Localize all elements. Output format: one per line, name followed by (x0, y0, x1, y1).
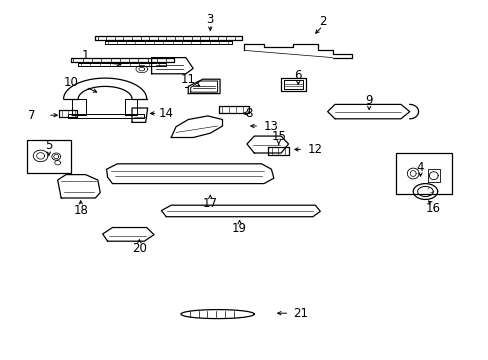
Text: 17: 17 (203, 197, 217, 210)
Text: 2: 2 (318, 15, 326, 28)
Text: 11: 11 (181, 73, 195, 86)
Bar (395, 153, 451, 194)
Text: 10: 10 (63, 76, 78, 89)
Text: 12: 12 (307, 143, 322, 156)
Text: 7: 7 (28, 109, 36, 122)
Text: 18: 18 (73, 204, 88, 217)
Text: 16: 16 (425, 202, 439, 215)
Text: 8: 8 (245, 107, 253, 120)
Text: 6: 6 (294, 69, 302, 82)
Text: 9: 9 (365, 94, 372, 107)
Text: 14: 14 (159, 107, 173, 120)
Text: 5: 5 (45, 139, 53, 152)
Text: 13: 13 (264, 120, 278, 132)
Text: 21: 21 (293, 307, 308, 320)
Text: 3: 3 (206, 13, 214, 26)
Text: 15: 15 (271, 130, 285, 143)
Text: 1: 1 (81, 49, 89, 62)
Text: 20: 20 (132, 242, 146, 255)
Text: 19: 19 (232, 222, 246, 235)
Text: 4: 4 (416, 161, 424, 174)
Bar (27, 140, 71, 173)
